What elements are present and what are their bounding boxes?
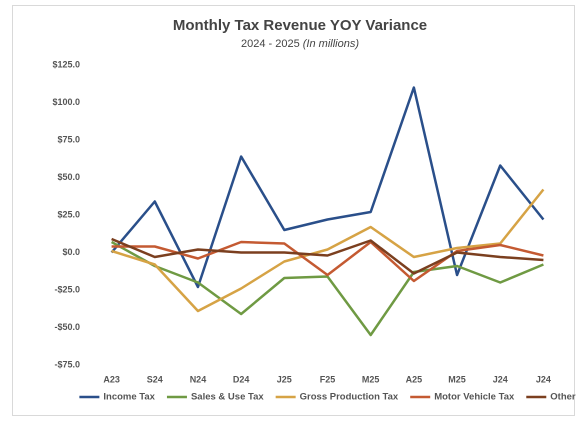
y-tick-label: $100.0 <box>52 97 80 107</box>
series-line <box>110 240 544 337</box>
subtitle: 2024 - 2025 <box>241 38 300 50</box>
subtitle-note: (In millions) <box>303 38 360 50</box>
x-tick-label: M25 <box>362 374 380 384</box>
y-tick-label: $50.0 <box>57 172 80 182</box>
x-tick-label: N24 <box>190 374 207 384</box>
chart-border <box>12 5 575 416</box>
x-tick-label: J25 <box>277 374 292 384</box>
x-tick-label: J24 <box>536 374 551 384</box>
legend-label: Other <box>550 392 576 403</box>
x-tick-label: A25 <box>406 374 423 384</box>
chart-title: Monthly Tax Revenue YOY Variance <box>173 17 427 34</box>
x-tick-label: M25 <box>448 374 466 384</box>
x-tick-label: S24 <box>147 374 163 384</box>
chart-subtitle: 2024 - 2025 (In millions) <box>241 38 359 50</box>
legend-label: Income Tax <box>103 392 155 403</box>
y-tick-label: -$50.0 <box>54 322 80 332</box>
series-line <box>111 240 544 283</box>
x-tick-label: J24 <box>493 374 508 384</box>
x-tick-label: A23 <box>103 374 120 384</box>
y-tick-label: $25.0 <box>57 209 80 219</box>
legend-label: Motor Vehicle Tax <box>434 392 515 403</box>
x-tick-label: D24 <box>233 374 250 384</box>
series-line <box>111 188 545 313</box>
y-tick-label: -$25.0 <box>54 284 80 294</box>
legend-label: Sales & Use Tax <box>191 392 264 403</box>
y-tick-label: $75.0 <box>57 134 80 144</box>
y-tick-label: $125.0 <box>52 59 80 69</box>
y-tick-label: -$75.0 <box>54 359 80 369</box>
legend-label: Gross Production Tax <box>300 392 399 403</box>
y-tick-label: $0.0 <box>62 247 80 257</box>
x-tick-label: F25 <box>320 374 336 384</box>
series-line <box>110 86 545 289</box>
series-line <box>111 237 544 275</box>
